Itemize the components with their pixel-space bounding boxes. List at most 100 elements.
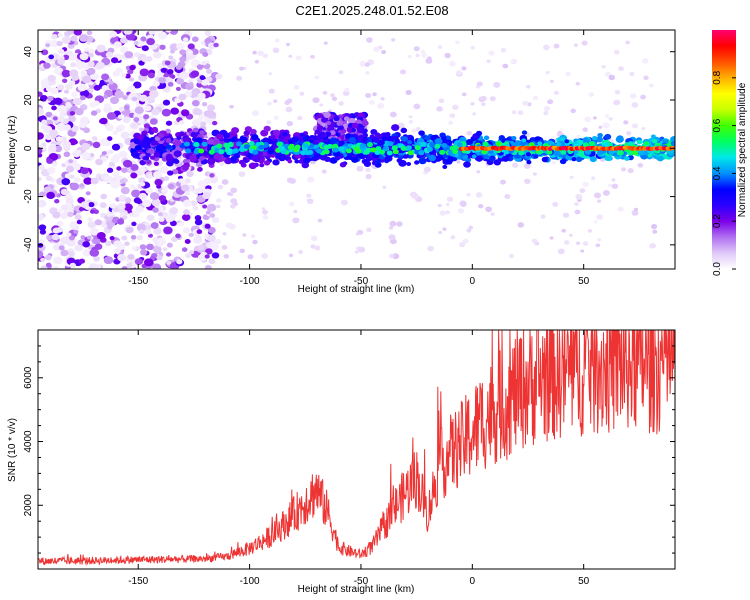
scatter-cell bbox=[293, 209, 298, 214]
scatter-cell bbox=[170, 236, 178, 242]
scatter-cell bbox=[590, 176, 596, 181]
track-peak-cell bbox=[218, 149, 225, 155]
track-peak-cell bbox=[252, 149, 259, 155]
scatter-cell bbox=[192, 189, 197, 194]
scatter-cell bbox=[150, 222, 159, 229]
scatter-cell bbox=[165, 120, 173, 126]
scatter-cell bbox=[229, 104, 234, 109]
scatter-cell bbox=[79, 95, 86, 101]
scatter-cell bbox=[60, 213, 68, 219]
scatter-cell bbox=[109, 203, 117, 209]
scatter-cell bbox=[295, 55, 302, 61]
scatter-cell bbox=[200, 79, 209, 86]
scatter-cell bbox=[545, 70, 550, 75]
scatter-cell bbox=[111, 143, 121, 151]
track-peak-cell bbox=[386, 150, 393, 156]
scatter-cell bbox=[167, 81, 174, 87]
track-cell bbox=[143, 123, 150, 129]
scatter-cell bbox=[103, 103, 111, 110]
scatter-cell bbox=[57, 58, 66, 65]
scatter-cell bbox=[197, 244, 205, 251]
scatter-cell bbox=[222, 232, 227, 236]
scatter-cell bbox=[124, 51, 134, 59]
scatter-cell bbox=[415, 126, 421, 132]
scatter-cell bbox=[79, 89, 90, 98]
scatter-cell bbox=[562, 212, 570, 218]
scatter-cell bbox=[65, 165, 75, 173]
scatter-cell bbox=[106, 112, 117, 120]
snr-y-tick-label: 6000 bbox=[23, 366, 34, 389]
scatter-cell bbox=[162, 247, 168, 252]
scatter-cell bbox=[200, 121, 207, 127]
track-cell bbox=[173, 159, 180, 165]
scatter-cell bbox=[156, 255, 163, 261]
scatter-cell bbox=[194, 108, 203, 116]
scatter-cell bbox=[420, 49, 426, 54]
colorbar-tick-label: 0.8 bbox=[712, 70, 723, 84]
scatter-cell bbox=[598, 125, 603, 129]
track-cell bbox=[263, 160, 271, 166]
scatter-cell bbox=[108, 149, 114, 154]
scatter-cell bbox=[79, 183, 85, 188]
scatter-cell bbox=[204, 223, 211, 229]
colorbar-gradient bbox=[712, 30, 736, 269]
scatter-cell bbox=[103, 256, 114, 265]
scatter-cell bbox=[66, 30, 76, 35]
scatter-cell bbox=[251, 110, 260, 117]
track-cell bbox=[589, 156, 597, 163]
scatter-cell bbox=[93, 255, 100, 262]
scatter-cell bbox=[117, 203, 126, 210]
scatter-cell bbox=[459, 242, 466, 248]
scatter-cell bbox=[252, 50, 257, 55]
track-cell bbox=[155, 146, 164, 153]
scatter-cell bbox=[106, 211, 113, 217]
scatter-cell bbox=[388, 234, 396, 241]
snr-x-label: Height of straight line (km) bbox=[298, 584, 415, 595]
track-peak-cell bbox=[193, 142, 200, 147]
scatter-cell bbox=[125, 226, 134, 234]
scatter-cell bbox=[570, 108, 576, 114]
scatter-cell bbox=[207, 234, 216, 242]
scatter-cell bbox=[166, 252, 172, 257]
scatter-cell bbox=[184, 178, 191, 184]
track-peak-cell bbox=[216, 143, 223, 149]
scatter-cell bbox=[601, 64, 606, 69]
scatter-cell bbox=[580, 249, 585, 253]
track-cell bbox=[182, 164, 189, 171]
scatter-cell bbox=[117, 114, 123, 119]
scatter-cell bbox=[133, 117, 140, 123]
track-peak-cell bbox=[236, 141, 243, 147]
scatter-cell bbox=[396, 221, 403, 227]
scatter-cell bbox=[146, 37, 155, 46]
spectrogram-x-tick-label: -150 bbox=[128, 276, 148, 287]
scatter-cell bbox=[56, 84, 65, 91]
track-cell bbox=[418, 130, 425, 136]
scatter-cell bbox=[551, 160, 557, 165]
scatter-cell bbox=[73, 177, 81, 183]
scatter-cell bbox=[389, 253, 395, 259]
scatter-cell bbox=[524, 178, 531, 185]
scatter-cell bbox=[593, 220, 598, 224]
scatter-cell bbox=[51, 233, 60, 241]
scatter-cell bbox=[61, 178, 71, 186]
scatter-cell bbox=[157, 31, 168, 40]
lobe-cell bbox=[317, 113, 323, 119]
scatter-cell bbox=[201, 60, 207, 66]
scatter-cell bbox=[54, 198, 60, 204]
scatter-cell bbox=[176, 77, 185, 85]
lobe-cell bbox=[336, 120, 343, 127]
scatter-cell bbox=[153, 227, 162, 235]
scatter-cell bbox=[122, 159, 133, 168]
colorbar: 0.0 0.2 0.4 0.6 0.8 Normalized spectral ampl… bbox=[712, 30, 748, 276]
scatter-cell bbox=[127, 253, 135, 260]
scatter-cell bbox=[149, 90, 159, 99]
track-cell bbox=[130, 163, 139, 171]
scatter-cell bbox=[175, 233, 181, 239]
scatter-cell bbox=[472, 112, 477, 116]
track-cell bbox=[537, 141, 543, 146]
scatter-cell bbox=[627, 168, 634, 174]
scatter-cell bbox=[48, 54, 55, 60]
scatter-cell bbox=[112, 153, 121, 161]
track-cell bbox=[137, 134, 145, 141]
scatter-cell bbox=[221, 245, 228, 250]
